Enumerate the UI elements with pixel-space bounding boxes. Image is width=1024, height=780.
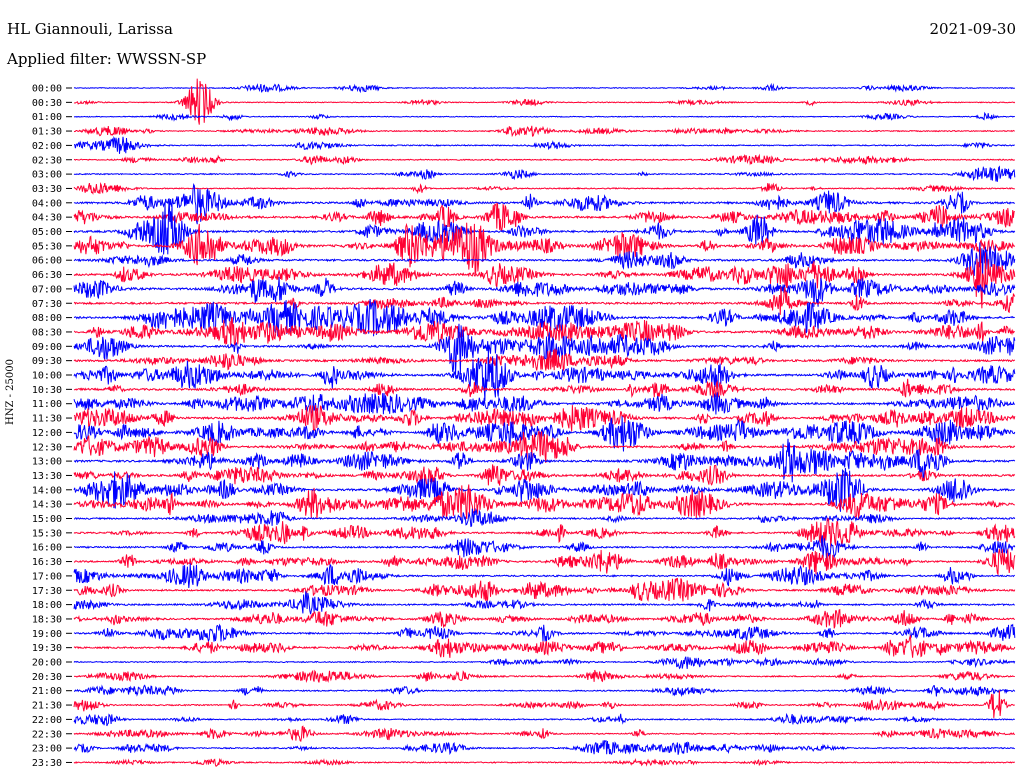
seismic-trace	[73, 739, 1015, 756]
row-time-label: 03:00	[32, 170, 62, 181]
row-time-label: 00:30	[32, 98, 62, 109]
seismic-trace	[73, 591, 1015, 615]
row-time-label: 19:30	[32, 643, 62, 654]
seismic-trace	[73, 323, 1016, 375]
row-time-label: 20:30	[32, 672, 62, 683]
row-time-label: 11:30	[32, 414, 62, 425]
row-time-label: 17:00	[32, 571, 62, 582]
row-time-label: 17:30	[32, 586, 62, 597]
row-time-label: 04:00	[32, 198, 62, 209]
row-time-label: 05:30	[32, 241, 62, 252]
seismic-trace	[74, 684, 1016, 697]
row-time-label: 18:30	[32, 614, 62, 625]
seismic-trace	[73, 82, 1016, 94]
row-time-label: 15:30	[32, 528, 62, 539]
row-time-label: 22:30	[32, 729, 62, 740]
row-time-label: 23:00	[32, 744, 62, 755]
seismic-trace	[73, 712, 1015, 727]
seismic-trace	[73, 125, 1015, 138]
seismic-trace	[73, 276, 1016, 307]
row-time-label: 16:00	[32, 543, 62, 554]
row-time-label: 14:30	[32, 500, 62, 511]
row-time-label: 16:30	[32, 557, 62, 568]
row-time-label: 10:30	[32, 385, 62, 396]
seismic-trace	[73, 286, 1016, 315]
station-title: HL Giannouli, Larissa	[7, 20, 173, 38]
seismic-trace	[73, 623, 1016, 643]
seismic-trace	[73, 669, 1015, 684]
row-time-label: 21:30	[32, 701, 62, 712]
row-time-label: 04:30	[32, 213, 62, 224]
row-time-label: 07:00	[32, 284, 62, 295]
seismic-trace	[73, 348, 1016, 371]
seismic-trace	[73, 183, 1015, 225]
seismic-trace	[73, 438, 1016, 483]
row-time-label: 12:30	[32, 442, 62, 453]
seismic-trace	[73, 484, 1015, 520]
seismic-trace	[74, 136, 1015, 154]
row-time-label: 09:30	[32, 356, 62, 367]
row-time-label: 09:00	[32, 342, 62, 353]
row-time-label: 18:00	[32, 600, 62, 611]
seismic-trace	[73, 378, 1016, 399]
row-time-label: 01:00	[32, 112, 62, 123]
row-time-label: 22:00	[32, 715, 62, 726]
row-time-label: 13:30	[32, 471, 62, 482]
filter-label: Applied filter: WWSSN-SP	[7, 50, 207, 68]
seismic-trace	[73, 430, 1016, 464]
row-time-label: 23:30	[32, 758, 62, 769]
date-label: 2021-09-30	[929, 20, 1016, 38]
seismic-trace	[73, 416, 1016, 452]
seismic-trace	[73, 563, 1015, 589]
row-time-label: 15:00	[32, 514, 62, 525]
seismic-trace	[73, 392, 1016, 416]
seismic-trace	[73, 111, 1015, 122]
row-time-label: 05:00	[32, 227, 62, 238]
row-time-label: 20:00	[32, 658, 62, 669]
row-time-label: 08:30	[32, 327, 62, 338]
seismic-trace	[73, 656, 1016, 670]
seismic-trace	[73, 242, 1016, 277]
seismic-trace	[73, 757, 1015, 767]
row-time-label: 13:00	[32, 457, 62, 468]
seismic-trace	[73, 690, 1015, 718]
seismic-trace	[73, 202, 1015, 232]
seismic-trace	[73, 467, 1015, 512]
row-time-label: 02:00	[32, 141, 62, 152]
row-time-label: 12:00	[32, 428, 62, 439]
seismic-trace	[73, 548, 1016, 577]
seismic-trace	[73, 725, 1015, 742]
seismic-trace	[73, 577, 1016, 602]
seismic-trace	[73, 153, 1016, 166]
row-time-label: 07:30	[32, 299, 62, 310]
seismic-trace	[73, 608, 1015, 629]
row-time-label: 14:00	[32, 485, 62, 496]
row-time-label: 02:30	[32, 155, 62, 166]
seismic-trace	[73, 350, 1016, 402]
seismic-trace	[73, 634, 1016, 658]
row-time-label: 10:00	[32, 371, 62, 382]
row-time-label: 06:30	[32, 270, 62, 281]
seismic-trace	[73, 78, 1016, 125]
seismic-trace	[73, 198, 1016, 255]
row-time-label: 19:00	[32, 629, 62, 640]
seismic-trace	[73, 165, 1016, 182]
seismic-trace	[73, 507, 1016, 528]
row-time-label: 08:00	[32, 313, 62, 324]
seismic-trace	[73, 535, 1016, 559]
row-time-label: 03:30	[32, 184, 62, 195]
seismic-trace	[73, 517, 1016, 548]
seismic-trace	[73, 464, 1016, 487]
row-time-label: 21:00	[32, 686, 62, 697]
row-time-label: 06:00	[32, 256, 62, 267]
row-time-label: 11:00	[32, 399, 62, 410]
seismic-trace	[73, 222, 1016, 274]
row-time-label: 01:30	[32, 127, 62, 138]
row-time-label: 00:00	[32, 84, 62, 95]
seismic-trace	[73, 404, 1016, 432]
seismic-trace	[73, 181, 1015, 195]
